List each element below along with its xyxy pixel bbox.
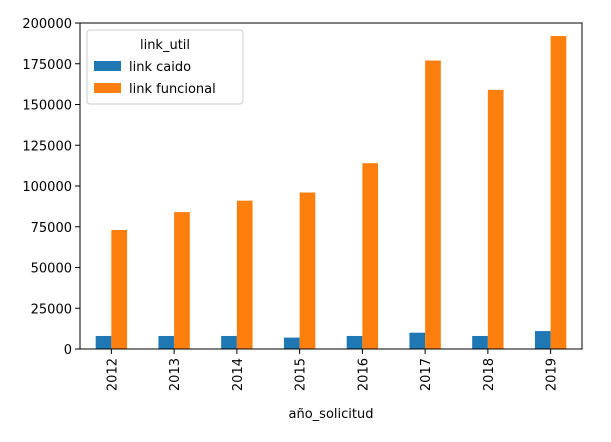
x-tick-label: 2017	[419, 358, 434, 391]
bar-link-funcional-2018	[487, 89, 504, 349]
legend-entry: link caido	[129, 60, 191, 75]
bar-link-caido-2019	[534, 331, 551, 349]
bar-link-funcional-2012	[111, 230, 128, 349]
x-tick-label: 2014	[231, 358, 246, 391]
x-axis: 2012 2013 2014 2015 2016 2017 2018 2019	[105, 349, 560, 391]
y-tick-label: 150000	[22, 99, 72, 114]
x-tick-label: 2018	[482, 358, 497, 391]
y-tick-label: 200000	[22, 17, 72, 32]
y-axis: 0 25000 50000 75000 100000 125000 150000 175000…	[22, 17, 80, 358]
bars	[95, 36, 567, 350]
y-tick-label: 25000	[31, 302, 72, 317]
bar-link-caido-2013	[158, 335, 175, 349]
bar-link-funcional-2014	[236, 200, 253, 349]
bar-link-funcional-2016	[362, 163, 379, 349]
x-tick-label: 2012	[105, 358, 120, 391]
legend-entry: link funcional	[129, 82, 216, 97]
bar-link-caido-2012	[95, 335, 112, 349]
x-tick-label: 2015	[294, 358, 309, 391]
legend: link_util link caido link funcional	[86, 29, 244, 105]
bar-link-caido-2018	[472, 335, 488, 349]
y-tick-label: 100000	[22, 180, 72, 195]
legend-swatch	[94, 83, 121, 93]
bar-link-funcional-2015	[299, 192, 316, 349]
y-tick-label: 0	[64, 343, 72, 358]
y-tick-label: 175000	[22, 58, 72, 73]
bar-link-funcional-2019	[550, 36, 567, 349]
bar-link-caido-2014	[221, 335, 237, 349]
y-tick-label: 50000	[31, 262, 72, 277]
bar-link-caido-2015	[283, 337, 300, 349]
x-tick-label: 2019	[545, 358, 560, 391]
plot-frame	[79, 22, 583, 350]
legend-title: link_util	[140, 38, 190, 53]
x-axis-label: año_solicitud	[289, 407, 374, 422]
bar-link-funcional-2013	[174, 212, 190, 349]
bar-link-funcional-2017	[425, 60, 441, 350]
x-tick-label: 2016	[356, 358, 371, 391]
x-tick-label: 2013	[168, 358, 183, 391]
legend-box	[86, 29, 244, 105]
y-tick-label: 125000	[22, 139, 72, 154]
y-tick-label: 75000	[31, 221, 72, 236]
bar-link-caido-2016	[346, 335, 363, 349]
bar-link-caido-2017	[409, 332, 426, 349]
legend-swatch	[94, 61, 121, 71]
